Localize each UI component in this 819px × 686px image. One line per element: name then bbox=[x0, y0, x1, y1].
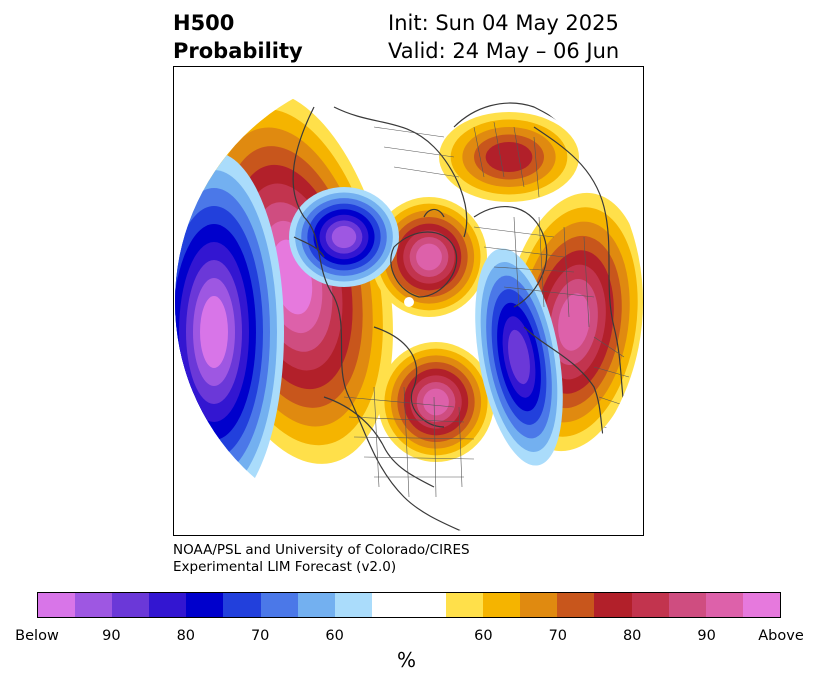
valid-range: Valid: 24 May – 06 Jun bbox=[388, 39, 620, 63]
valid-period: Init: Sun 04 May 2025 Valid: 24 May – 06… bbox=[388, 9, 619, 65]
colorbar-segment bbox=[594, 593, 632, 617]
colorbar-segment bbox=[334, 593, 372, 617]
colorbar-segment bbox=[371, 593, 409, 617]
colorbar-tick-label: 70 bbox=[250, 628, 270, 644]
colorbar-segment bbox=[520, 593, 558, 617]
colorbar-segment bbox=[483, 593, 521, 617]
colorbar-tick-label: 90 bbox=[697, 628, 716, 644]
colorbar-segment bbox=[75, 593, 113, 617]
colorbar-unit: % bbox=[397, 648, 417, 672]
colorbar-segment bbox=[223, 593, 261, 617]
colorbar-segment bbox=[186, 593, 224, 617]
anomaly-field bbox=[175, 90, 643, 512]
title-line-2: Probability bbox=[173, 39, 303, 63]
colorbar-segment bbox=[446, 593, 484, 617]
colorbar bbox=[37, 592, 781, 618]
colorbar-tick-label: 60 bbox=[325, 628, 344, 644]
colorbar-segment bbox=[557, 593, 595, 617]
colorbar-ticks: Below 90 80 70 60 60 70 80 90 Above bbox=[0, 628, 819, 648]
colorbar-segment bbox=[705, 593, 743, 617]
colorbar-segment bbox=[408, 593, 447, 617]
map-title: H500 Probability bbox=[173, 9, 303, 65]
credit-text: NOAA/PSL and University of Colorado/CIRE… bbox=[173, 542, 470, 576]
anomaly-above bbox=[378, 342, 494, 462]
colorbar-tick-label: 80 bbox=[622, 628, 642, 644]
colorbar-tick-label: Above bbox=[758, 628, 804, 644]
colorbar-tick-label: 90 bbox=[102, 628, 121, 644]
colorbar-segment bbox=[149, 593, 187, 617]
credit-line-2: Experimental LIM Forecast (v2.0) bbox=[173, 559, 397, 575]
anomaly-below bbox=[289, 187, 399, 287]
colorbar-segment bbox=[631, 593, 669, 617]
title-line-1: H500 bbox=[173, 11, 235, 35]
colorbar-segment bbox=[112, 593, 150, 617]
borders bbox=[343, 121, 630, 498]
colorbar-segment bbox=[742, 593, 780, 617]
colorbar-tick-label: Below bbox=[15, 628, 59, 644]
colorbar-tick-label: 80 bbox=[176, 628, 196, 644]
credit-line-1: NOAA/PSL and University of Colorado/CIRE… bbox=[173, 542, 470, 558]
colorbar-tick-label: 70 bbox=[548, 628, 568, 644]
map-svg bbox=[175, 68, 643, 535]
colorbar-segment bbox=[260, 593, 298, 617]
colorbar-segment bbox=[297, 593, 335, 617]
anomaly-below bbox=[475, 248, 563, 466]
polar-map bbox=[173, 66, 644, 536]
north-pole-marker bbox=[404, 297, 414, 307]
colorbar-segment bbox=[668, 593, 706, 617]
init-date: Init: Sun 04 May 2025 bbox=[388, 11, 619, 35]
anomaly-above bbox=[371, 197, 487, 317]
colorbar-tick-label: 60 bbox=[474, 628, 493, 644]
colorbar-segment bbox=[38, 593, 76, 617]
